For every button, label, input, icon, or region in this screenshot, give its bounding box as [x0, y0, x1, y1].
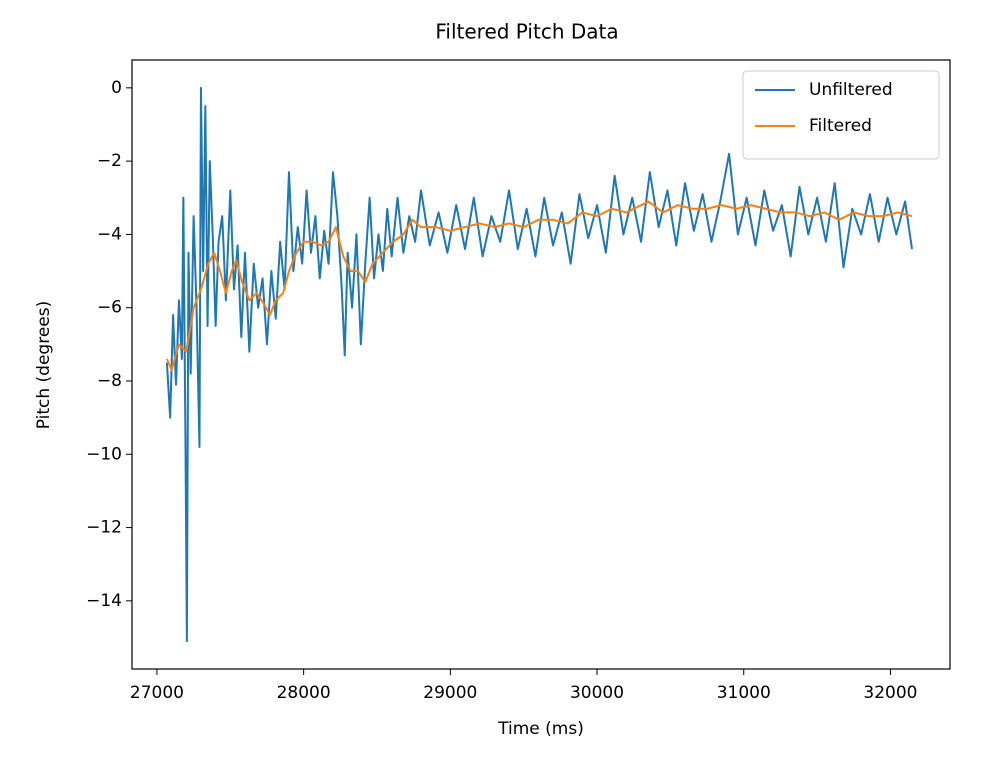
y-tick-label: −10 — [86, 444, 122, 464]
legend-label: Filtered — [809, 116, 872, 136]
y-tick-label: −6 — [97, 298, 122, 318]
y-tick-label: −4 — [97, 224, 122, 244]
series-line — [165, 200, 913, 371]
x-tick-label: 30000 — [570, 683, 624, 703]
legend-label: Unfiltered — [809, 80, 893, 100]
x-tick-label: 31000 — [717, 683, 771, 703]
y-tick-label: −12 — [86, 518, 122, 538]
y-axis-label: Pitch (degrees) — [34, 301, 54, 430]
x-tick-label: 27000 — [130, 683, 184, 703]
x-tick-label: 29000 — [423, 683, 477, 703]
y-tick-label: 0 — [111, 78, 122, 98]
x-tick-label: 28000 — [277, 683, 331, 703]
series-line — [165, 86, 913, 643]
y-tick-label: −14 — [86, 591, 122, 611]
y-tick-label: −2 — [97, 151, 122, 171]
chart-title: Filtered Pitch Data — [435, 20, 618, 44]
x-axis-label: Time (ms) — [497, 719, 584, 739]
legend-box — [742, 70, 940, 160]
x-tick-label: 32000 — [863, 683, 917, 703]
y-tick-label: −8 — [97, 371, 122, 391]
plot-frame — [131, 59, 951, 670]
